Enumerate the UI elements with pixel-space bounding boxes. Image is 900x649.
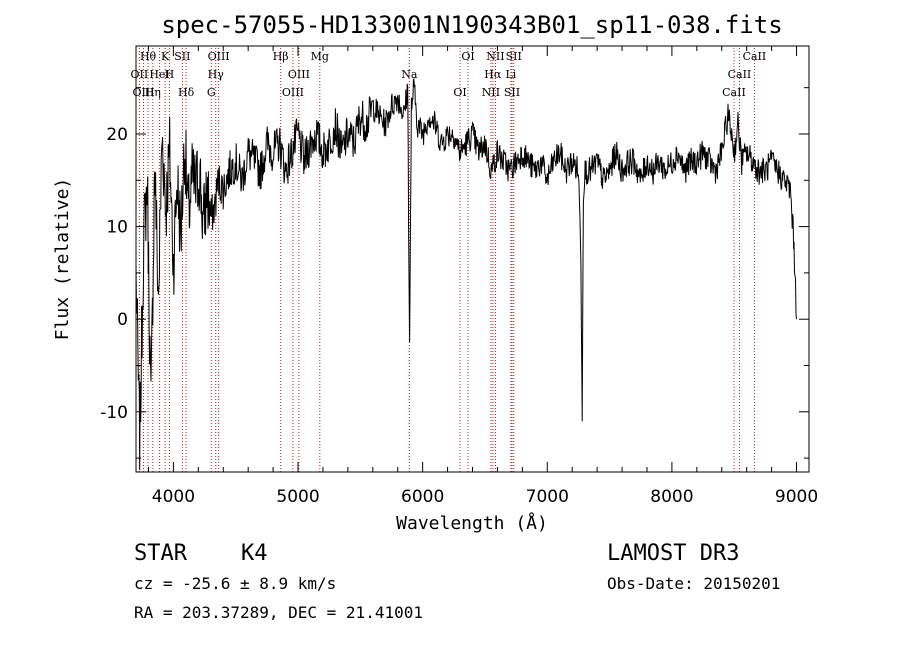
line-label: CaII bbox=[743, 50, 767, 63]
line-labels: HθOIIOIIIKHeIHηSIIHHδOIIIHγGHβOIIIOIIIMg… bbox=[131, 50, 767, 99]
line-label: Hη bbox=[145, 86, 161, 99]
line-label: H bbox=[165, 68, 175, 81]
coordinates: RA = 203.37289, DEC = 21.41001 bbox=[134, 603, 423, 622]
y-axis-label: Flux (relative) bbox=[52, 178, 73, 341]
line-label: G bbox=[207, 86, 216, 99]
line-label: Hθ bbox=[140, 50, 157, 63]
redshift-cz: cz = -25.6 ± 8.9 km/s bbox=[134, 574, 336, 593]
line-label: OI bbox=[461, 50, 474, 63]
y-tick-label: 0 bbox=[117, 310, 128, 330]
plot-frame bbox=[135, 45, 810, 473]
x-tick-label: 7000 bbox=[526, 487, 569, 507]
line-label: OII bbox=[131, 68, 149, 81]
line-label: OIII bbox=[132, 86, 154, 99]
x-tick-label: 5000 bbox=[276, 487, 319, 507]
line-label: NII bbox=[486, 50, 504, 63]
line-label: CaII bbox=[722, 86, 746, 99]
x-tick-label: 6000 bbox=[401, 487, 444, 507]
line-label: Hβ bbox=[273, 50, 289, 63]
chart-title: spec-57055-HD133001N190343B01_sp11-038.f… bbox=[161, 11, 782, 39]
object-subclass: K4 bbox=[241, 541, 268, 566]
x-tick-label: 8000 bbox=[650, 487, 693, 507]
line-label: OIII bbox=[282, 86, 304, 99]
line-label: SII bbox=[504, 86, 520, 99]
line-label: Li bbox=[505, 68, 516, 81]
x-axis-ticks: 4000 5000 6000 7000 8000 9000 bbox=[147, 46, 818, 507]
line-label: SII bbox=[506, 50, 522, 63]
line-label: Hα bbox=[484, 68, 502, 81]
x-tick-label: 9000 bbox=[775, 487, 818, 507]
y-tick-label: 20 bbox=[106, 125, 128, 145]
line-label: OI bbox=[453, 86, 466, 99]
line-label: CaII bbox=[728, 68, 752, 81]
y-axis-ticks: -10 0 10 20 bbox=[100, 87, 809, 459]
spectrum-series bbox=[135, 77, 797, 471]
y-tick-label: -10 bbox=[100, 403, 128, 423]
x-tick-label: 4000 bbox=[152, 487, 195, 507]
line-label: OIII bbox=[288, 68, 310, 81]
y-tick-label: 10 bbox=[106, 218, 128, 238]
line-label: Mg bbox=[311, 50, 329, 63]
line-label: Na bbox=[401, 68, 418, 81]
line-label: Hδ bbox=[178, 86, 195, 99]
line-label: NII bbox=[482, 86, 500, 99]
x-axis-label: Wavelength (Å) bbox=[396, 512, 548, 534]
line-label: OIII bbox=[208, 50, 230, 63]
line-label: K bbox=[161, 50, 170, 63]
line-markers bbox=[138, 48, 755, 472]
survey-name: LAMOST DR3 bbox=[607, 541, 739, 566]
line-label: HeI bbox=[149, 68, 169, 81]
line-label: Hγ bbox=[208, 68, 225, 81]
object-class: STAR bbox=[134, 541, 188, 566]
spectrum-line bbox=[135, 77, 797, 471]
obs-date: Obs-Date: 20150201 bbox=[607, 574, 780, 593]
line-label: SII bbox=[174, 50, 190, 63]
